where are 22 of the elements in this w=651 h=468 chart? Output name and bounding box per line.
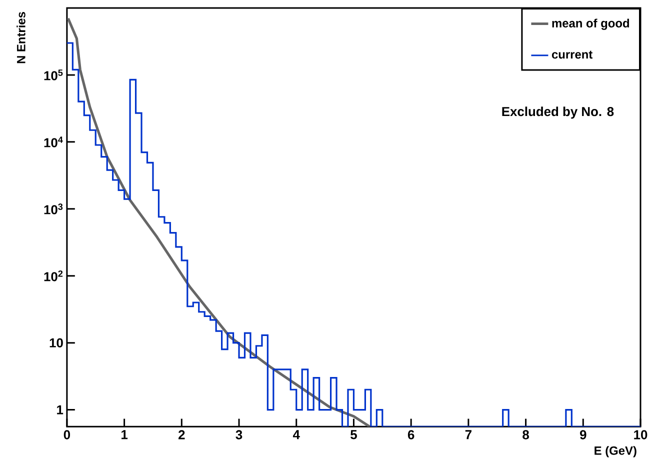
- legend-label: current: [552, 50, 592, 59]
- x-tick-label: 7: [465, 430, 472, 440]
- y-tick-label: 10: [50, 338, 63, 348]
- x-tick-label: 0: [64, 430, 70, 440]
- annotation: Excluded by No. 8: [502, 106, 614, 119]
- y-axis-title: N Entries: [16, 12, 26, 64]
- y-tick-label: 10$^{4}$: [44, 136, 63, 148]
- y-tick-label: 1: [57, 406, 64, 414]
- y-tick-label: 10$^{2}$: [44, 270, 63, 282]
- x-axis-title: E (GeV): [594, 446, 636, 458]
- y-tick-label: 10$^{5}$: [44, 70, 63, 80]
- x-tick-label: 9: [580, 430, 586, 440]
- x-tick-label: 4: [292, 430, 300, 440]
- x-tick-label: 1: [122, 430, 128, 440]
- x-tick-label: 10: [634, 430, 648, 440]
- x-tick-label: 3: [236, 430, 242, 440]
- x-tick-label: 2: [178, 430, 185, 440]
- y-tick-label: 10$^{3}$: [44, 204, 63, 214]
- x-tick-label: 8: [522, 430, 529, 440]
- x-tick-label: 6: [408, 430, 414, 440]
- legend-label: mean of good: [552, 18, 629, 30]
- x-tick-label: 5: [350, 430, 357, 440]
